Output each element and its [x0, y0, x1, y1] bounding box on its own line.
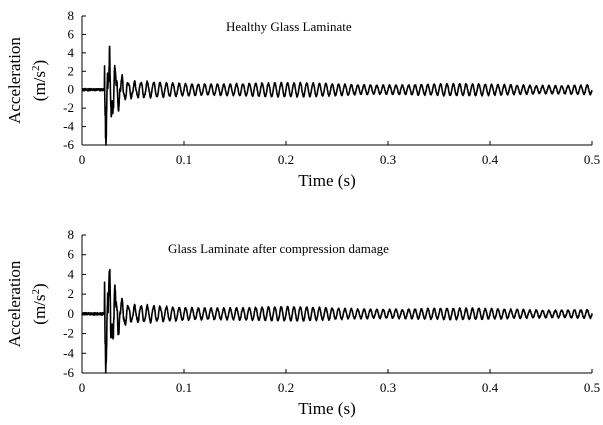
y-axis-title-close: )	[30, 60, 49, 66]
y-tick-label: 8	[68, 227, 75, 242]
y-axis-title-line1: Acceleration	[5, 37, 24, 124]
y-axis-title-line2: (m/s2)	[30, 283, 49, 324]
y-tick-label: 6	[68, 26, 75, 41]
chart-annotation: Healthy Glass Laminate	[226, 19, 352, 34]
chart-panel-2: -6 -4 -2 0 2 4 6 8 0 0.1 0.2 0.3 0.4 0.5 Glass Laminat…	[5, 227, 600, 418]
x-tick-label: 0.2	[278, 380, 294, 395]
x-tick-label: 0.5	[584, 152, 600, 167]
x-tick-label: 0	[79, 152, 86, 167]
x-tick-label: 0	[79, 380, 86, 395]
x-tick-label: 0.3	[380, 152, 396, 167]
x-tick-label: 0.3	[380, 380, 396, 395]
x-axis-title: Time (s)	[298, 171, 355, 190]
x-tick-label: 0.4	[482, 152, 499, 167]
x-axis-title: Time (s)	[298, 399, 355, 418]
y-tick-label: 2	[68, 63, 75, 78]
y-axis-title-superscript: 2	[30, 289, 42, 295]
acceleration-series-line	[81, 45, 593, 146]
y-tick-label: 0	[68, 82, 75, 97]
y-axis-title-line2: (m/s2)	[30, 60, 49, 101]
y-tick-label: -2	[63, 100, 74, 115]
y-axis-title-unit: (m/s	[30, 71, 49, 101]
y-axis-title-unit: (m/s	[30, 294, 49, 324]
chart-annotation: Glass Laminate after compression damage	[168, 241, 389, 256]
y-axis-title-superscript: 2	[30, 65, 42, 71]
y-axis-title-line1: Acceleration	[5, 260, 24, 347]
y-tick-label: -2	[63, 326, 74, 341]
y-tick-label: 0	[68, 306, 75, 321]
y-tick-label: 2	[68, 286, 75, 301]
y-tick-label: 4	[68, 266, 75, 281]
x-tick-label: 0.4	[482, 380, 499, 395]
x-tick-label: 0.1	[176, 152, 192, 167]
y-tick-label: -4	[63, 119, 74, 134]
x-tick-label: 0.2	[278, 152, 294, 167]
y-tick-label: 8	[68, 8, 75, 23]
chart-panel-1: -6 -4 -2 0 2 4 6 8 0 0.1 0.2 0.3 0.4 0.5 Healthy Glass…	[5, 8, 600, 190]
y-axis-title-close: )	[30, 283, 49, 289]
x-tick-label: 0.1	[176, 380, 192, 395]
y-tick-label: 6	[68, 247, 75, 262]
y-tick-label: 4	[68, 45, 75, 60]
y-tick-label: -6	[63, 137, 74, 152]
y-tick-label: -4	[63, 345, 74, 360]
acceleration-series-line	[81, 268, 593, 374]
y-tick-label: -6	[63, 365, 74, 380]
x-tick-label: 0.5	[584, 380, 600, 395]
